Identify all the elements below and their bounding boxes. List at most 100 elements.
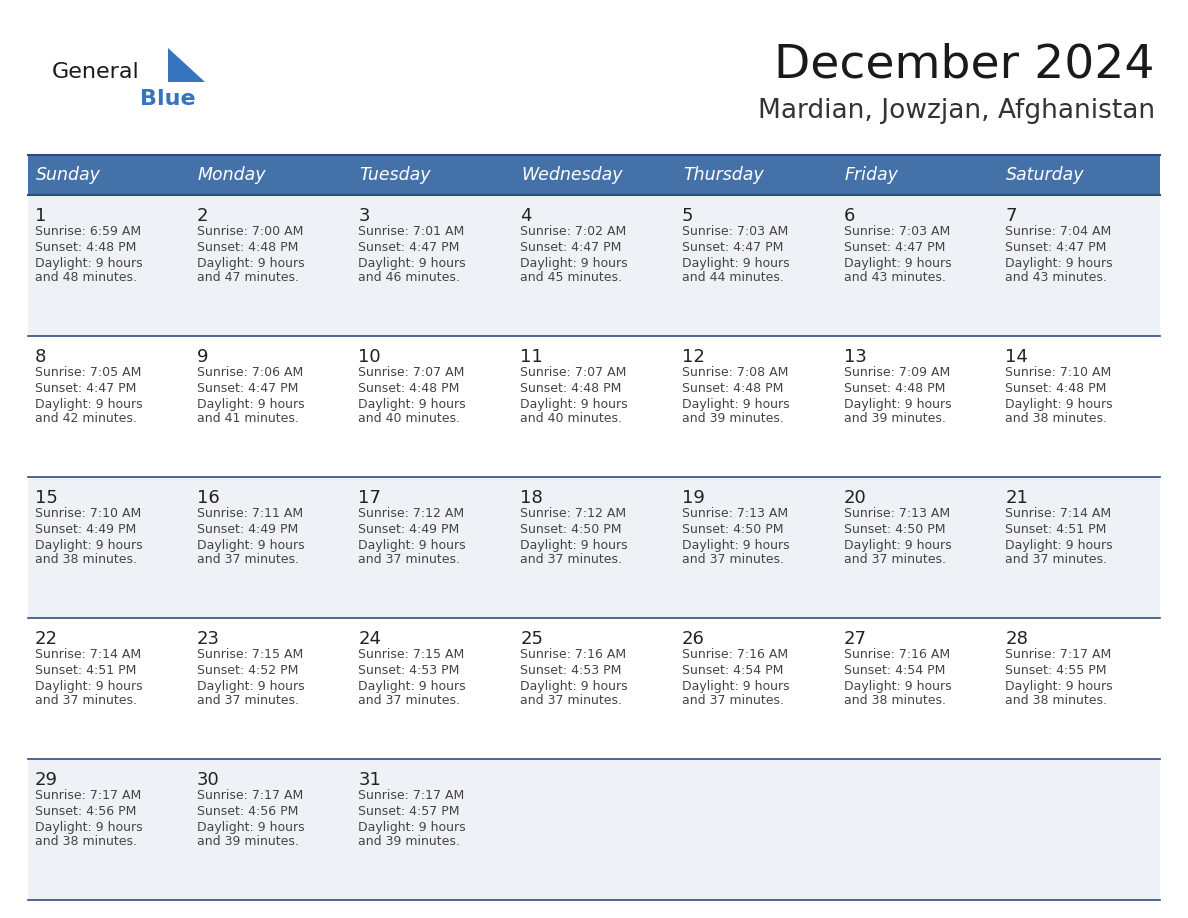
- Text: Sunrise: 7:14 AM: Sunrise: 7:14 AM: [34, 648, 141, 661]
- Bar: [190, 336, 352, 477]
- Text: Sunrise: 7:07 AM: Sunrise: 7:07 AM: [520, 366, 626, 379]
- Text: Sunrise: 7:04 AM: Sunrise: 7:04 AM: [1005, 225, 1112, 238]
- Text: and 44 minutes.: and 44 minutes.: [682, 271, 784, 284]
- Text: Sunrise: 7:11 AM: Sunrise: 7:11 AM: [197, 507, 303, 520]
- Text: Daylight: 9 hours: Daylight: 9 hours: [682, 398, 790, 411]
- Bar: [190, 155, 352, 195]
- Text: Sunrise: 7:15 AM: Sunrise: 7:15 AM: [197, 648, 303, 661]
- Text: Sunrise: 7:16 AM: Sunrise: 7:16 AM: [520, 648, 626, 661]
- Text: Daylight: 9 hours: Daylight: 9 hours: [1005, 680, 1113, 693]
- Text: 19: 19: [682, 489, 704, 507]
- Text: Sunrise: 7:17 AM: Sunrise: 7:17 AM: [359, 789, 465, 802]
- Text: Sunrise: 7:16 AM: Sunrise: 7:16 AM: [682, 648, 788, 661]
- Text: Sunset: 4:57 PM: Sunset: 4:57 PM: [359, 805, 460, 818]
- Text: Sunset: 4:52 PM: Sunset: 4:52 PM: [197, 664, 298, 677]
- Bar: [513, 336, 675, 477]
- Text: Daylight: 9 hours: Daylight: 9 hours: [843, 398, 952, 411]
- Text: Daylight: 9 hours: Daylight: 9 hours: [359, 680, 466, 693]
- Text: 25: 25: [520, 630, 543, 648]
- Text: and 37 minutes.: and 37 minutes.: [520, 553, 623, 566]
- Bar: [352, 336, 513, 477]
- Text: 18: 18: [520, 489, 543, 507]
- Bar: [675, 477, 836, 618]
- Bar: [998, 195, 1159, 336]
- Text: Daylight: 9 hours: Daylight: 9 hours: [520, 257, 627, 270]
- Text: 23: 23: [197, 630, 220, 648]
- Text: 10: 10: [359, 348, 381, 366]
- Text: and 37 minutes.: and 37 minutes.: [197, 553, 298, 566]
- Text: and 37 minutes.: and 37 minutes.: [34, 694, 137, 707]
- Text: 15: 15: [34, 489, 58, 507]
- Text: Daylight: 9 hours: Daylight: 9 hours: [197, 257, 304, 270]
- Bar: [836, 336, 998, 477]
- Bar: [998, 618, 1159, 759]
- Text: Sunrise: 7:17 AM: Sunrise: 7:17 AM: [1005, 648, 1112, 661]
- Text: Sunset: 4:56 PM: Sunset: 4:56 PM: [34, 805, 137, 818]
- Text: Sunset: 4:48 PM: Sunset: 4:48 PM: [197, 241, 298, 254]
- Text: 26: 26: [682, 630, 704, 648]
- Text: Sunrise: 7:05 AM: Sunrise: 7:05 AM: [34, 366, 141, 379]
- Text: 8: 8: [34, 348, 46, 366]
- Text: 31: 31: [359, 771, 381, 789]
- Text: 21: 21: [1005, 489, 1028, 507]
- Text: Sunrise: 7:08 AM: Sunrise: 7:08 AM: [682, 366, 788, 379]
- Text: Daylight: 9 hours: Daylight: 9 hours: [1005, 257, 1113, 270]
- Text: and 38 minutes.: and 38 minutes.: [34, 553, 137, 566]
- Text: and 37 minutes.: and 37 minutes.: [1005, 553, 1107, 566]
- Bar: [352, 477, 513, 618]
- Text: Sunrise: 7:10 AM: Sunrise: 7:10 AM: [1005, 366, 1112, 379]
- Text: Sunset: 4:48 PM: Sunset: 4:48 PM: [682, 382, 783, 395]
- Text: 6: 6: [843, 207, 855, 225]
- Bar: [190, 759, 352, 900]
- Text: Daylight: 9 hours: Daylight: 9 hours: [197, 680, 304, 693]
- Text: Blue: Blue: [140, 89, 196, 109]
- Bar: [836, 759, 998, 900]
- Bar: [998, 336, 1159, 477]
- Text: and 43 minutes.: and 43 minutes.: [843, 271, 946, 284]
- Text: and 39 minutes.: and 39 minutes.: [843, 412, 946, 425]
- Bar: [29, 195, 190, 336]
- Text: 24: 24: [359, 630, 381, 648]
- Text: December 2024: December 2024: [775, 43, 1155, 88]
- Text: Sunrise: 7:13 AM: Sunrise: 7:13 AM: [682, 507, 788, 520]
- Text: Daylight: 9 hours: Daylight: 9 hours: [34, 821, 143, 834]
- Text: 16: 16: [197, 489, 220, 507]
- Text: Daylight: 9 hours: Daylight: 9 hours: [843, 680, 952, 693]
- Text: and 37 minutes.: and 37 minutes.: [359, 694, 461, 707]
- Text: Daylight: 9 hours: Daylight: 9 hours: [359, 398, 466, 411]
- Text: Sunrise: 7:15 AM: Sunrise: 7:15 AM: [359, 648, 465, 661]
- Text: and 38 minutes.: and 38 minutes.: [1005, 412, 1107, 425]
- Text: 5: 5: [682, 207, 694, 225]
- Text: and 37 minutes.: and 37 minutes.: [682, 553, 784, 566]
- Text: Sunrise: 7:09 AM: Sunrise: 7:09 AM: [843, 366, 950, 379]
- Text: Sunset: 4:47 PM: Sunset: 4:47 PM: [1005, 241, 1107, 254]
- Text: Daylight: 9 hours: Daylight: 9 hours: [34, 257, 143, 270]
- Text: Sunrise: 6:59 AM: Sunrise: 6:59 AM: [34, 225, 141, 238]
- Text: Sunrise: 7:16 AM: Sunrise: 7:16 AM: [843, 648, 949, 661]
- Text: Sunrise: 7:03 AM: Sunrise: 7:03 AM: [843, 225, 950, 238]
- Text: Sunset: 4:50 PM: Sunset: 4:50 PM: [843, 523, 946, 536]
- Bar: [29, 477, 190, 618]
- Text: Monday: Monday: [197, 166, 266, 184]
- Text: Daylight: 9 hours: Daylight: 9 hours: [520, 680, 627, 693]
- Text: and 40 minutes.: and 40 minutes.: [359, 412, 461, 425]
- Text: Daylight: 9 hours: Daylight: 9 hours: [682, 680, 790, 693]
- Text: Sunset: 4:48 PM: Sunset: 4:48 PM: [843, 382, 944, 395]
- Bar: [998, 155, 1159, 195]
- Text: and 38 minutes.: and 38 minutes.: [843, 694, 946, 707]
- Text: Sunrise: 7:07 AM: Sunrise: 7:07 AM: [359, 366, 465, 379]
- Text: and 37 minutes.: and 37 minutes.: [843, 553, 946, 566]
- Text: 13: 13: [843, 348, 866, 366]
- Bar: [675, 618, 836, 759]
- Text: Sunset: 4:47 PM: Sunset: 4:47 PM: [359, 241, 460, 254]
- Text: Sunset: 4:48 PM: Sunset: 4:48 PM: [34, 241, 137, 254]
- Text: Sunrise: 7:17 AM: Sunrise: 7:17 AM: [197, 789, 303, 802]
- Bar: [675, 336, 836, 477]
- Text: Sunset: 4:54 PM: Sunset: 4:54 PM: [843, 664, 944, 677]
- Text: Daylight: 9 hours: Daylight: 9 hours: [197, 539, 304, 552]
- Text: Sunrise: 7:14 AM: Sunrise: 7:14 AM: [1005, 507, 1112, 520]
- Text: Daylight: 9 hours: Daylight: 9 hours: [197, 821, 304, 834]
- Text: Sunset: 4:51 PM: Sunset: 4:51 PM: [1005, 523, 1107, 536]
- Bar: [675, 759, 836, 900]
- Bar: [513, 618, 675, 759]
